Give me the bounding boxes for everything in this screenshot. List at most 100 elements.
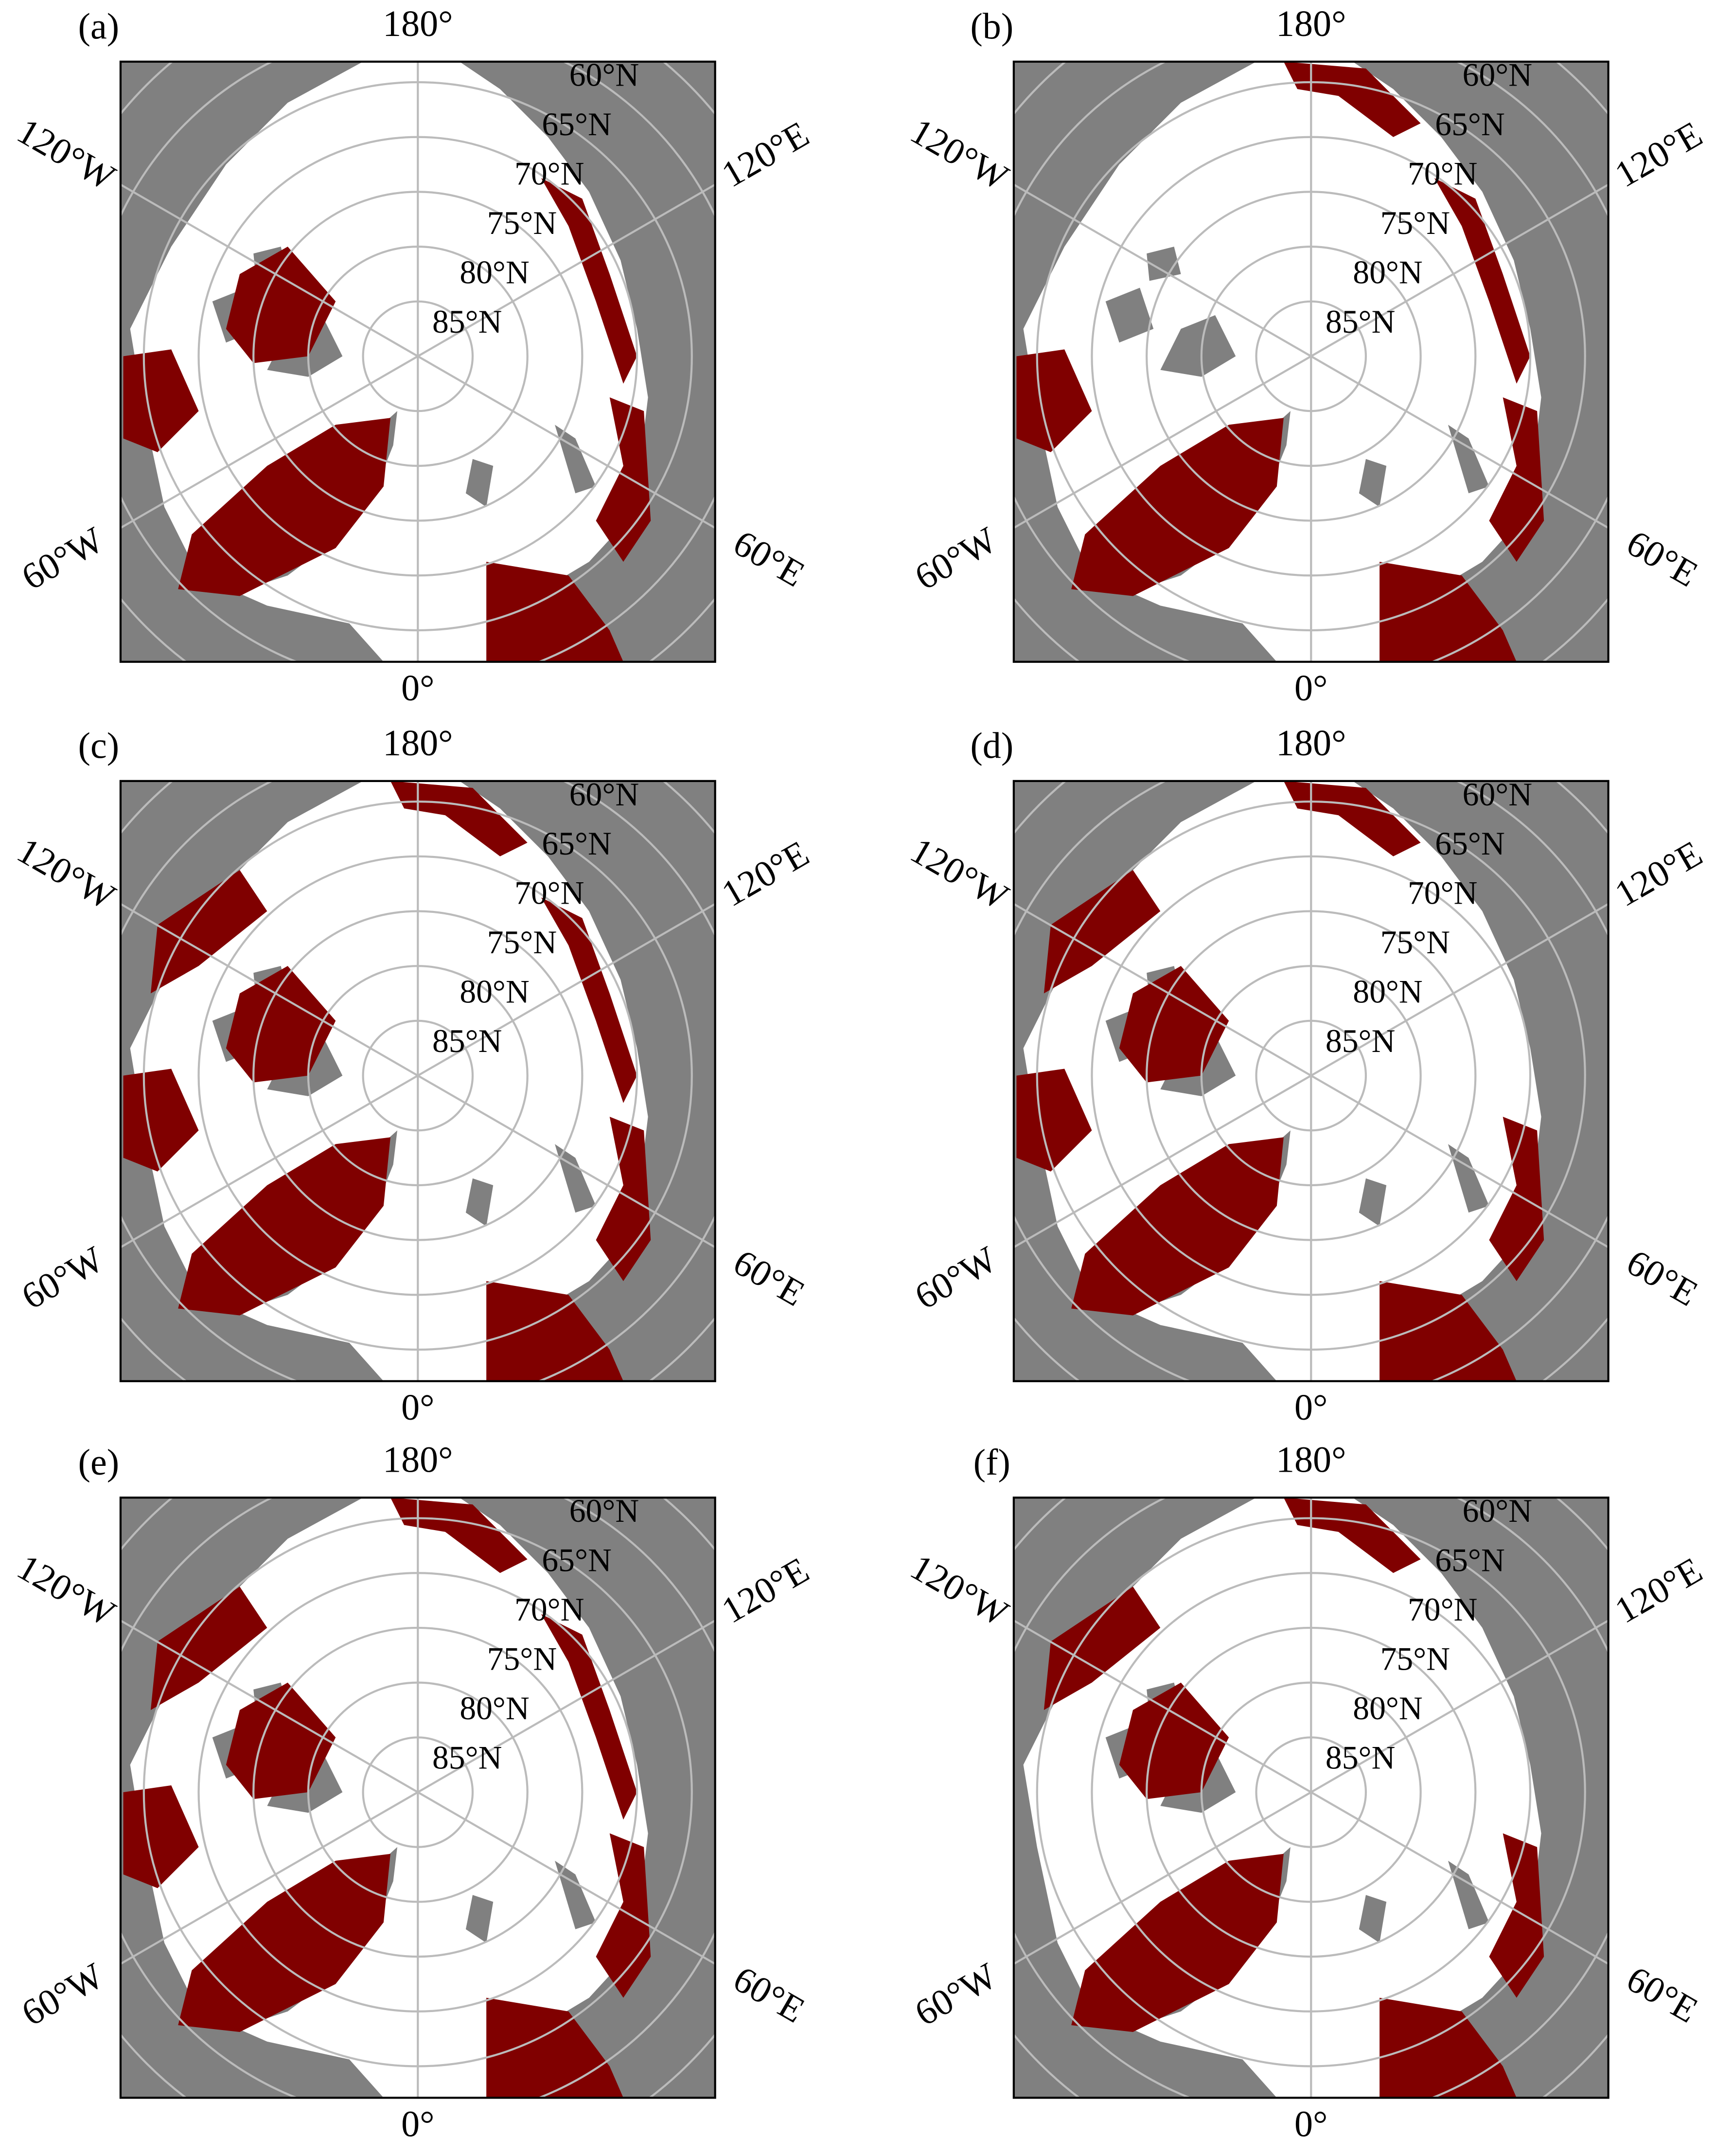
- longitude-label: 120°W: [903, 1547, 1015, 1635]
- longitude-label: 0°: [1294, 2104, 1327, 2145]
- longitude-label: 60°W: [15, 1955, 110, 2034]
- island: [1105, 287, 1154, 343]
- longitude-label: 120°W: [903, 830, 1015, 918]
- longitude-label: 120°E: [715, 833, 815, 914]
- highlight-region: [226, 1682, 336, 1800]
- highlight-region: [390, 781, 528, 856]
- island: [1359, 1178, 1387, 1227]
- highlight-region: [1071, 1137, 1284, 1316]
- longitude-label: 0°: [401, 668, 434, 709]
- longitude-label: 0°: [401, 2104, 434, 2145]
- latitude-label: 65°N: [542, 1542, 611, 1579]
- longitude-label: 60°E: [1620, 522, 1704, 595]
- map: 60°N 65°N 70°N 75°N 80°N 85°N: [120, 57, 715, 662]
- highlight-region: [150, 1586, 267, 1710]
- meridian: [120, 903, 419, 1077]
- latitude-label: 75°N: [487, 1640, 557, 1677]
- highlight-region: [1283, 61, 1421, 137]
- map-frame: [119, 780, 716, 1382]
- meridian: [1013, 1791, 1312, 1965]
- island: [1359, 1895, 1387, 1943]
- meridian: [417, 1791, 715, 1965]
- latitude-label: 65°N: [1435, 106, 1504, 143]
- panel-label: (c): [78, 726, 119, 766]
- latitude-label: 70°N: [514, 875, 584, 911]
- latitude-label: 80°N: [460, 254, 529, 290]
- latitude-label: 70°N: [1408, 156, 1477, 192]
- latitude-label: 80°N: [460, 1690, 529, 1727]
- map: 60°N 65°N 70°N 75°N 80°N 85°N: [1013, 1497, 1609, 2098]
- longitude-label: 0°: [1294, 668, 1327, 709]
- highlight-region: [1434, 178, 1531, 384]
- highlight-region: [1283, 781, 1421, 856]
- longitude-label: 120°W: [11, 1547, 122, 1635]
- latitude-label: 60°N: [569, 57, 639, 93]
- longitude-label: 60°E: [1620, 1958, 1704, 2031]
- longitude-label: 180°: [1276, 1439, 1346, 1480]
- island: [1147, 247, 1181, 281]
- map-frame: [119, 60, 716, 663]
- island: [465, 1895, 494, 1943]
- highlight-region: [541, 897, 637, 1103]
- latitude-label: 65°N: [542, 825, 611, 862]
- longitude-label: 180°: [383, 1439, 453, 1480]
- meridian: [417, 355, 715, 529]
- latitude-label: 80°N: [1353, 973, 1422, 1010]
- longitude-label: 60°E: [726, 522, 811, 595]
- latitude-label: 65°N: [1435, 825, 1504, 862]
- latitude-label: 70°N: [514, 1591, 584, 1628]
- latitude-label: 80°N: [460, 973, 529, 1010]
- longitude-label: 60°E: [726, 1958, 811, 2031]
- highlight-region: [390, 1497, 528, 1573]
- latitude-label: 75°N: [1380, 205, 1450, 241]
- highlight-region: [1283, 1497, 1421, 1573]
- longitude-label: 60°E: [726, 1242, 811, 1314]
- highlight-region: [178, 418, 390, 596]
- highlight-region: [123, 349, 199, 452]
- longitude-label: 60°W: [908, 519, 1004, 598]
- latitude-label: 75°N: [1380, 1640, 1450, 1677]
- meridian: [1013, 903, 1312, 1077]
- panel-label: (b): [970, 6, 1013, 47]
- meridian: [1310, 1619, 1609, 1793]
- highlight-region: [541, 1614, 637, 1820]
- longitude-label: 120°E: [715, 1550, 815, 1631]
- longitude-label: 0°: [401, 1387, 434, 1428]
- highlight-region: [1071, 418, 1284, 596]
- map-panel: 60°N 65°N 70°N 75°N 80°N 85°N (a) 180° 120°E 60°E…: [11, 3, 816, 709]
- highlight-region: [1119, 966, 1229, 1083]
- longitude-label: 60°W: [908, 1955, 1004, 2034]
- panel-label: (e): [78, 1442, 119, 1483]
- latitude-label: 70°N: [1408, 1591, 1477, 1628]
- longitude-label: 180°: [1276, 723, 1346, 764]
- highlight-region: [1016, 349, 1092, 452]
- highlight-region: [226, 966, 336, 1083]
- map-panel: 60°N 65°N 70°N 75°N 80°N 85°N (d) 180° 120°E 60°E…: [903, 723, 1709, 1428]
- longitude-label: 180°: [383, 723, 453, 764]
- latitude-label: 60°N: [1463, 57, 1532, 93]
- highlight-region: [178, 1137, 390, 1316]
- highlight-region: [123, 1069, 199, 1172]
- panel-label: (d): [970, 726, 1013, 766]
- meridian: [120, 1074, 419, 1248]
- meridian: [120, 355, 419, 529]
- island: [465, 1178, 494, 1227]
- meridian: [1013, 355, 1312, 529]
- map: 60°N 65°N 70°N 75°N 80°N 85°N: [120, 1497, 715, 2098]
- meridian: [1310, 903, 1609, 1077]
- longitude-label: 120°W: [11, 830, 122, 918]
- latitude-label: 65°N: [542, 106, 611, 143]
- latitude-label: 85°N: [1326, 1739, 1395, 1776]
- meridian: [417, 1074, 715, 1248]
- map-panel: 60°N 65°N 70°N 75°N 80°N 85°N (c) 180° 120°E 60°E…: [11, 723, 816, 1428]
- meridian: [1310, 183, 1609, 357]
- meridian: [417, 1619, 715, 1793]
- meridian: [1013, 183, 1312, 357]
- map-frame: [1012, 780, 1609, 1382]
- map-frame: [1012, 1497, 1609, 2099]
- meridian: [120, 183, 419, 357]
- latitude-label: 85°N: [1326, 303, 1395, 340]
- longitude-label: 0°: [1294, 1387, 1327, 1428]
- longitude-label: 60°E: [1620, 1242, 1704, 1314]
- latitude-label: 85°N: [432, 1023, 502, 1059]
